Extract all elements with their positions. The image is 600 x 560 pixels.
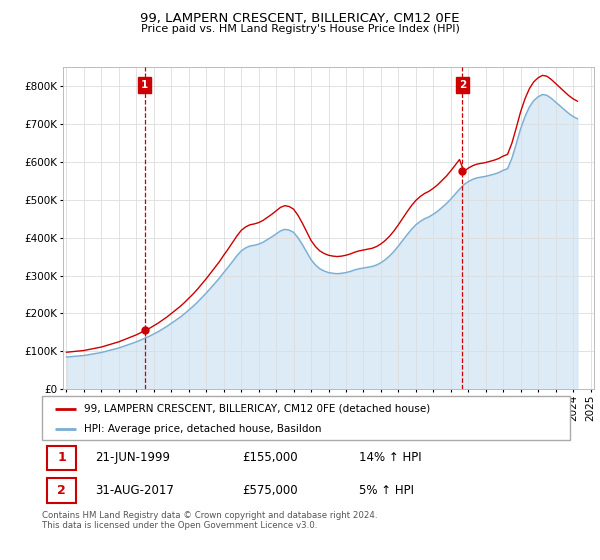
Text: £155,000: £155,000 — [242, 451, 298, 464]
Text: 21-JUN-1999: 21-JUN-1999 — [95, 451, 170, 464]
Text: 1: 1 — [58, 451, 66, 464]
Text: Price paid vs. HM Land Registry's House Price Index (HPI): Price paid vs. HM Land Registry's House … — [140, 24, 460, 34]
Text: 2: 2 — [458, 80, 466, 90]
Text: 1: 1 — [141, 80, 148, 90]
Text: 99, LAMPERN CRESCENT, BILLERICAY, CM12 0FE: 99, LAMPERN CRESCENT, BILLERICAY, CM12 0… — [140, 12, 460, 25]
Text: Contains HM Land Registry data © Crown copyright and database right 2024.
This d: Contains HM Land Registry data © Crown c… — [42, 511, 377, 530]
FancyBboxPatch shape — [42, 396, 570, 440]
Text: 99, LAMPERN CRESCENT, BILLERICAY, CM12 0FE (detached house): 99, LAMPERN CRESCENT, BILLERICAY, CM12 0… — [84, 404, 430, 413]
Text: £575,000: £575,000 — [242, 484, 298, 497]
Text: 5% ↑ HPI: 5% ↑ HPI — [359, 484, 414, 497]
Text: 31-AUG-2017: 31-AUG-2017 — [95, 484, 173, 497]
Text: 14% ↑ HPI: 14% ↑ HPI — [359, 451, 421, 464]
FancyBboxPatch shape — [47, 446, 76, 470]
Text: 2: 2 — [58, 484, 66, 497]
Text: HPI: Average price, detached house, Basildon: HPI: Average price, detached house, Basi… — [84, 424, 322, 434]
FancyBboxPatch shape — [47, 478, 76, 503]
